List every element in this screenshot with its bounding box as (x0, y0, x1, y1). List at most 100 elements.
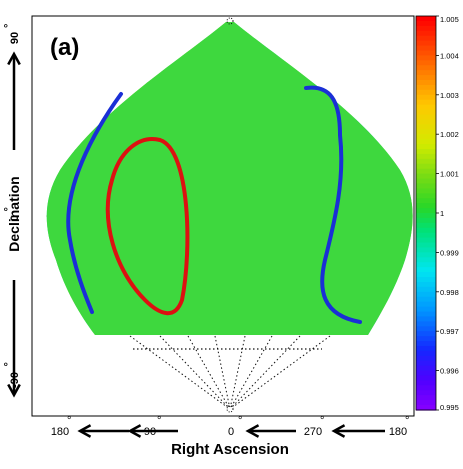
axis-arrow-head (7, 51, 21, 66)
heatmap-cell (120, 28, 131, 39)
heatmap-cell (381, 316, 392, 327)
heatmap-cell (291, 37, 302, 48)
heatmap-cell (390, 55, 401, 66)
heatmap-cell (46, 190, 50, 201)
heatmap-cell (111, 46, 122, 57)
heatmap-cell (138, 64, 149, 75)
heatmap-cell (300, 55, 311, 66)
heatmap-cell (399, 154, 410, 165)
colorbar-tick-label: 1.004 (440, 51, 459, 60)
colorbar-segment (416, 124, 436, 130)
colorbar-segment (416, 50, 436, 56)
heatmap-cell (354, 55, 365, 66)
heatmap-cell (282, 334, 293, 335)
heatmap-cell (46, 154, 50, 165)
heatmap-cell (84, 118, 95, 129)
heatmap-cell (318, 73, 329, 84)
outer-grid-lines (129, 17, 331, 413)
degree-sign: ° (238, 415, 242, 427)
colorbar-segment (416, 16, 436, 22)
heatmap-cell (381, 46, 392, 57)
heatmap-cell (291, 55, 302, 66)
heatmap-cell (46, 46, 50, 57)
heatmap-cell (46, 244, 50, 255)
heatmap-cell (363, 37, 374, 48)
heatmap-cell (84, 22, 95, 30)
colorbar-segment (416, 94, 436, 101)
heatmap-cell (399, 289, 410, 300)
heatmap-cell (48, 136, 59, 147)
colorbar-segment (416, 139, 436, 145)
heatmap-cell (399, 64, 410, 75)
heatmap-cell (363, 46, 374, 57)
heatmap-cell (363, 91, 374, 102)
heatmap-cell (390, 298, 401, 309)
x-tick-label: 90 (144, 426, 156, 438)
heatmap-cell (84, 73, 95, 84)
heatmap-cell (336, 55, 347, 66)
heatmap-cell (48, 271, 59, 282)
heatmap-cell (147, 28, 158, 39)
meridian-line (231, 335, 301, 408)
plot-frame (31, 15, 415, 417)
heatmap-cell (75, 334, 86, 335)
heatmap-cell (46, 136, 50, 147)
heatmap-cell (273, 37, 284, 48)
x-tick-label: 0 (228, 426, 234, 438)
heatmap-cell (66, 64, 77, 75)
heatmap-cell (390, 136, 401, 147)
heatmap-cell (327, 46, 338, 57)
heatmap-cell (381, 37, 392, 48)
heatmap-cell (75, 22, 86, 30)
heatmap-cell (111, 55, 122, 66)
heatmap-cell (336, 22, 347, 30)
axis-arrow-head (77, 424, 92, 438)
heatmap-cell (111, 73, 122, 84)
colorbar-segment (416, 217, 436, 224)
heatmap-cell (345, 73, 356, 84)
heatmap-cell (48, 100, 59, 111)
colorbar-segment (416, 390, 436, 396)
south-pole-marker (226, 405, 234, 413)
heatmap-cell (381, 325, 392, 335)
contour-line (304, 85, 362, 324)
heatmap-cell (246, 334, 257, 335)
colorbar-tick-label: 0.998 (440, 288, 459, 297)
heatmap-cell (309, 46, 320, 57)
heatmap-cell (399, 136, 410, 147)
colorbar-segment (416, 257, 436, 263)
heatmap-cell (327, 55, 338, 66)
meridian-line (187, 335, 230, 408)
heatmap-cell (93, 64, 104, 75)
heatmap-cell (363, 55, 374, 66)
heatmap-cell (327, 37, 338, 48)
heatmap-cell (399, 109, 410, 120)
heatmap-cell (46, 91, 50, 102)
heatmap-cell (84, 28, 95, 39)
colorbar-segment (416, 222, 436, 229)
heatmap-cell (46, 334, 50, 335)
heatmap-cell (318, 64, 329, 75)
colorbar-segment (416, 321, 436, 327)
heatmap-cell (327, 22, 338, 30)
heatmap-cell (57, 136, 68, 147)
heatmap-cell (390, 22, 401, 30)
heatmap-cell (120, 73, 131, 84)
colorbar-segment (416, 109, 436, 116)
heatmap-cell (318, 46, 329, 57)
axis-arrow-head (245, 424, 260, 438)
heatmap-cell (111, 37, 122, 48)
heatmap-cell (147, 22, 158, 30)
heatmap-cell (102, 73, 113, 84)
heatmap-cell (46, 145, 50, 156)
meridian-line (230, 335, 273, 408)
heatmap-cell (390, 91, 401, 102)
heatmap-cell (129, 55, 140, 66)
heatmap-cell (399, 145, 410, 156)
heatmap-cell (102, 22, 113, 30)
heatmap-cell (57, 298, 68, 309)
contours (66, 85, 362, 324)
heatmap-cell (363, 334, 374, 335)
heatmap-cell (372, 127, 383, 138)
heatmap-cell (165, 46, 176, 57)
